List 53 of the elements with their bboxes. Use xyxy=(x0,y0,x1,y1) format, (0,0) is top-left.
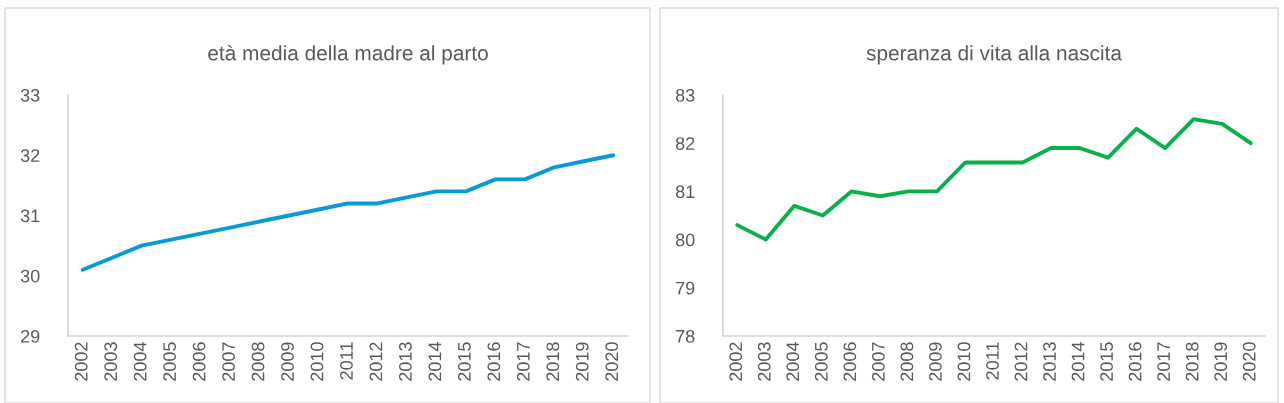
x-tick-label: 2010 xyxy=(310,342,324,381)
x-tick-label: 2019 xyxy=(1214,342,1228,381)
x-tick-label: 2020 xyxy=(605,342,619,381)
y-tick-label: 33 xyxy=(20,88,40,102)
y-tick-label: 78 xyxy=(676,329,695,343)
y-tick-label: 30 xyxy=(20,269,40,283)
x-tick-label: 2005 xyxy=(814,342,828,381)
x-tick-label: 2017 xyxy=(1157,342,1170,381)
line-series xyxy=(735,117,1253,242)
x-tick-label: 2017 xyxy=(516,342,530,381)
x-tick-label: 2002 xyxy=(729,342,743,381)
y-tick-label: 32 xyxy=(20,149,40,162)
x-tick-label: 2011 xyxy=(986,342,999,380)
line-series xyxy=(80,153,616,272)
x-tick-label: 2006 xyxy=(843,342,857,381)
y-tick-label: 82 xyxy=(675,137,695,150)
y-tick-label: 83 xyxy=(675,88,695,102)
x-tick-label: 2018 xyxy=(546,342,560,381)
x-tick-label: 2007 xyxy=(871,342,885,381)
x-tick-label: 2002 xyxy=(74,342,88,381)
x-tick-label: 2018 xyxy=(1185,342,1199,381)
x-tick-label: 2008 xyxy=(900,342,914,381)
x-tick-label: 2015 xyxy=(457,342,471,381)
x-tick-label: 2013 xyxy=(1043,342,1056,381)
y-tick-label: 81 xyxy=(675,185,695,199)
x-tick-label: 2016 xyxy=(1128,342,1142,381)
x-tick-label: 2014 xyxy=(1071,342,1085,381)
x-tick-label: 2003 xyxy=(104,342,118,381)
x-tick-label: 2012 xyxy=(1014,342,1028,381)
x-tick-label: 2007 xyxy=(222,342,235,381)
chart-title: età media della madre al parto xyxy=(208,44,488,65)
y-tick-label: 29 xyxy=(21,329,40,343)
chart-title: speranza di vita alla nascita xyxy=(866,45,1122,65)
x-tick-label: 2015 xyxy=(1100,342,1113,381)
x-tick-label: 2016 xyxy=(487,342,501,381)
x-tick-label: 2004 xyxy=(786,342,800,381)
x-tick-label: 2010 xyxy=(957,342,971,381)
x-tick-label: 2005 xyxy=(163,342,176,381)
y-tick-label: 79 xyxy=(676,281,695,295)
x-tick-label: 2009 xyxy=(281,342,294,381)
y-tick-label: 31 xyxy=(20,209,40,223)
x-tick-label: 2004 xyxy=(133,342,147,381)
x-tick-label: 2011 xyxy=(340,342,353,380)
x-tick-label: 2009 xyxy=(929,342,942,381)
x-tick-label: 2019 xyxy=(575,342,589,381)
y-tick-label: 80 xyxy=(675,233,695,247)
x-tick-label: 2012 xyxy=(369,342,383,381)
x-tick-label: 2020 xyxy=(1242,342,1256,381)
x-tick-label: 2013 xyxy=(399,342,412,381)
x-tick-label: 2014 xyxy=(428,342,442,381)
x-tick-label: 2003 xyxy=(757,342,771,381)
x-tick-label: 2006 xyxy=(192,342,206,381)
x-tick-label: 2008 xyxy=(251,342,265,381)
